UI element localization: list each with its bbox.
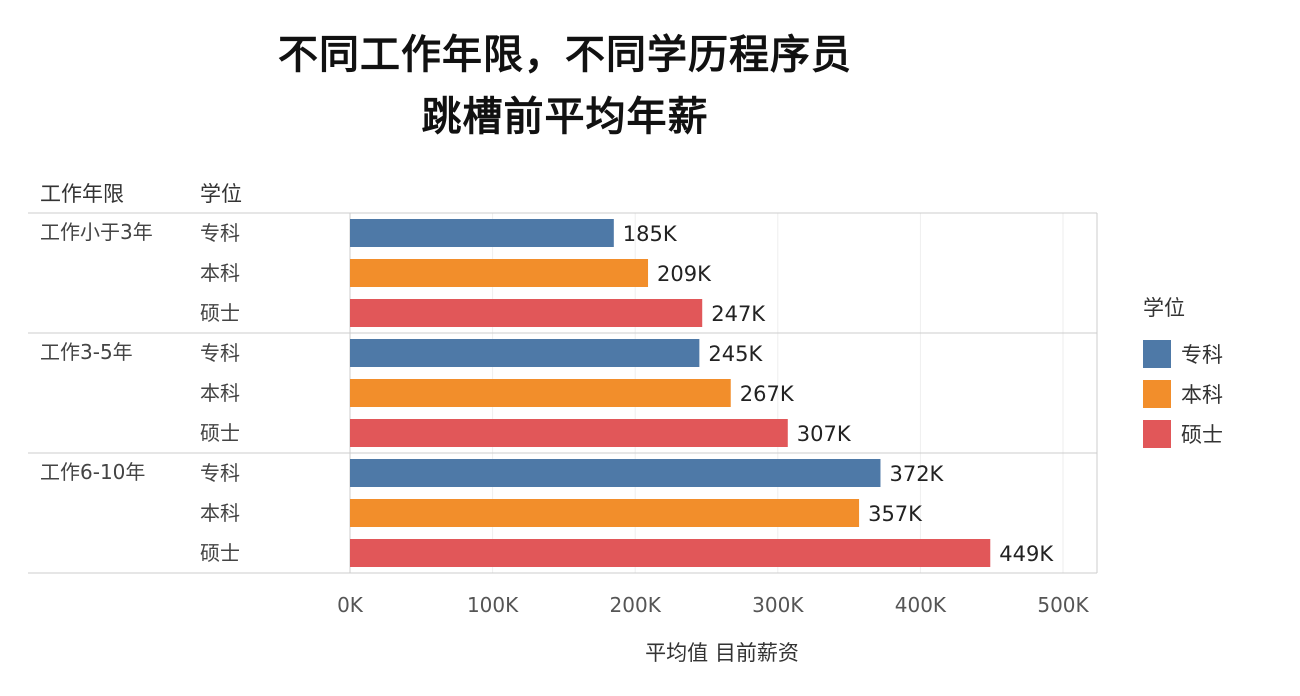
bar [350,379,731,407]
legend-label-benke: 本科 [1181,383,1223,407]
category-label: 本科 [200,261,240,285]
legend: 学位 专科 本科 硕士 [1143,292,1223,454]
bar [350,259,649,287]
bar [350,219,614,247]
category-label: 专科 [200,461,240,485]
category-label: 硕士 [200,301,240,325]
data-label: 245K [708,342,763,366]
group-label: 工作3-5年 [40,340,133,364]
legend-swatch-benke [1143,380,1171,408]
chart-title-line-2: 跳槽前平均年薪 [421,94,709,140]
bar [350,459,881,487]
legend-swatch-zhuanke [1143,340,1171,368]
legend-label-zhuanke: 专科 [1181,343,1223,367]
category-label: 硕士 [200,541,240,565]
bar [350,339,700,367]
chart-title-line-1: 不同工作年限，不同学历程序员 [278,32,852,78]
data-label: 307K [797,422,852,446]
legend-item-shuoshi: 硕士 [1143,414,1223,454]
x-tick-label: 500K [1037,593,1089,617]
bar [350,539,991,567]
x-axis-label: 平均值 目前薪资 [645,641,799,665]
category-label: 硕士 [200,421,240,445]
x-tick-label: 300K [752,593,804,617]
legend-swatch-shuoshi [1143,420,1171,448]
header-degree: 学位 [200,182,242,206]
header-years: 工作年限 [40,182,124,206]
group-label: 工作小于3年 [40,220,153,244]
bar [350,499,860,527]
legend-title: 学位 [1143,296,1185,320]
data-label: 209K [657,262,712,286]
data-label: 449K [999,542,1054,566]
category-label: 专科 [200,341,240,365]
data-label: 185K [623,222,678,246]
category-label: 本科 [200,381,240,405]
x-tick-label: 0K [337,593,364,617]
legend-label-shuoshi: 硕士 [1181,423,1223,447]
category-label: 本科 [200,501,240,525]
x-tick-label: 100K [467,593,519,617]
data-label: 372K [889,462,944,486]
bar [350,419,788,447]
x-tick-label: 400K [895,593,947,617]
bar [350,299,703,327]
group-label: 工作6-10年 [40,460,145,484]
legend-item-benke: 本科 [1143,374,1223,414]
data-label: 357K [868,502,923,526]
x-tick-label: 200K [610,593,662,617]
data-label: 247K [711,302,766,326]
legend-item-zhuanke: 专科 [1143,334,1223,374]
data-label: 267K [740,382,795,406]
category-label: 专科 [200,221,240,245]
